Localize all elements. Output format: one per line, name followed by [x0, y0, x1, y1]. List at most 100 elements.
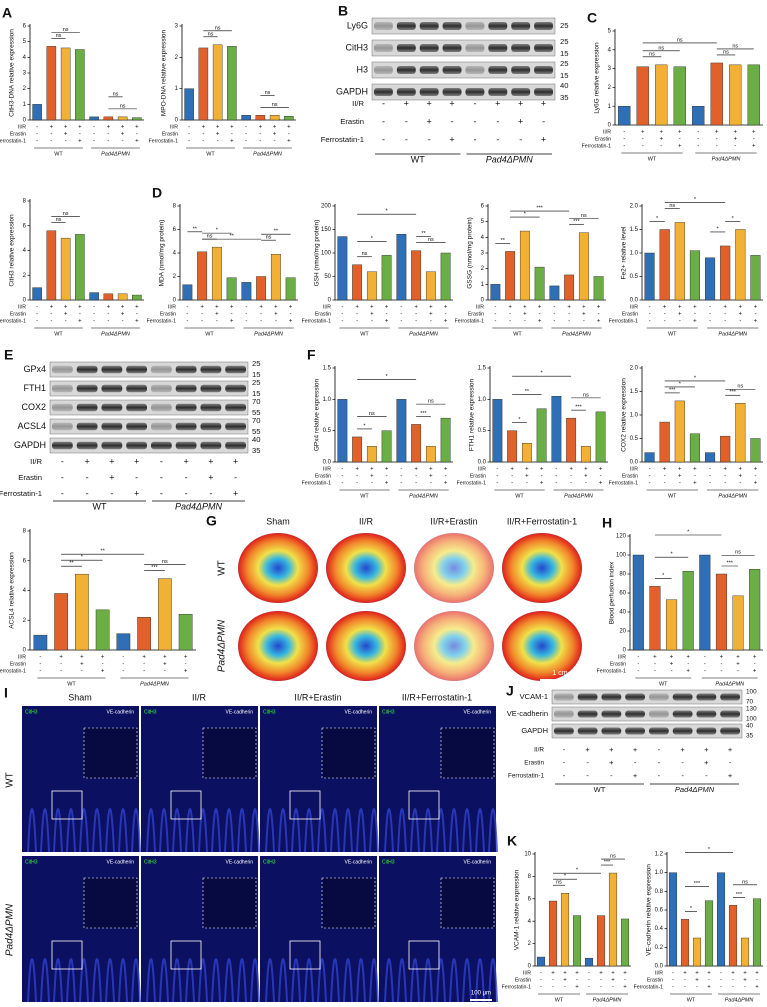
- condition-sign: -: [637, 669, 639, 675]
- blot-band: [672, 693, 693, 701]
- villus: [475, 808, 485, 853]
- condition-sign: -: [415, 319, 417, 325]
- blot-background: [371, 83, 556, 101]
- blot-band: [419, 66, 439, 74]
- group-label: Pad4ΔPMN: [562, 331, 591, 337]
- channel-label: CitH3: [263, 709, 276, 715]
- y-tick-label: 0.5: [478, 428, 487, 434]
- marker-label: 15: [252, 389, 261, 398]
- condition-sign: -: [684, 978, 686, 984]
- condition-sign: +: [753, 669, 757, 675]
- bar: [337, 236, 348, 301]
- significance-label: *: [371, 236, 374, 242]
- bar: [33, 634, 48, 651]
- condition-sign: -: [245, 305, 247, 311]
- condition-sign: -: [107, 132, 109, 138]
- perfusion-tissue: [238, 533, 318, 603]
- bar: [337, 399, 348, 463]
- y-tick-label: 8: [528, 874, 532, 880]
- channel-label: VE-cadherin: [344, 709, 372, 715]
- condition-sign: -: [570, 474, 572, 480]
- condition-sign: -: [259, 139, 261, 145]
- condition-sign: -: [598, 312, 600, 318]
- condition-sign: -: [496, 481, 498, 487]
- condition-sign: -: [586, 771, 589, 780]
- panel-label: B: [338, 3, 348, 19]
- condition-sign: -: [697, 144, 699, 150]
- condition-sign: +: [449, 98, 454, 108]
- significance-label: *: [662, 573, 665, 579]
- group-label: WT: [360, 331, 369, 337]
- group-label: Pad4ΔPMN: [593, 997, 622, 1003]
- condition-label: Ferrostatin-1: [634, 984, 664, 990]
- y-tick-label: 4: [608, 47, 612, 53]
- villus: [304, 958, 314, 1003]
- bar: [212, 44, 223, 121]
- bar: [655, 64, 668, 126]
- condition-sign: -: [637, 655, 639, 661]
- condition-sign: +: [739, 467, 743, 473]
- condition-sign: -: [202, 132, 204, 138]
- condition-sign: +: [599, 467, 603, 473]
- bar: [505, 251, 516, 301]
- condition-sign: +: [444, 305, 448, 311]
- marker-label: 35: [746, 733, 754, 740]
- condition-sign: +: [78, 305, 82, 311]
- marker-label: 25: [252, 359, 261, 368]
- condition-sign: +: [385, 305, 389, 311]
- bar: [752, 898, 762, 967]
- column-label: Sham: [266, 516, 290, 526]
- blot-band: [101, 441, 123, 450]
- condition-sign: +: [683, 971, 687, 977]
- condition-sign: -: [552, 978, 554, 984]
- condition-sign: +: [121, 312, 125, 318]
- condition-sign: -: [86, 472, 89, 482]
- condition-sign: -: [658, 758, 661, 767]
- villus: [66, 808, 76, 853]
- bar: [636, 66, 649, 126]
- villus: [343, 958, 353, 1003]
- bar: [396, 399, 407, 463]
- channel-label: CitH3: [382, 709, 395, 715]
- bar: [197, 251, 208, 301]
- condition-sign: +: [754, 467, 758, 473]
- condition-sign: +: [427, 98, 432, 108]
- condition-sign: +: [385, 481, 389, 487]
- condition-sign: -: [36, 125, 38, 131]
- protein-label: VCAM-1: [520, 692, 548, 701]
- condition-sign: -: [415, 474, 417, 480]
- significance-label: *: [518, 417, 521, 423]
- significance-label: **: [100, 549, 105, 555]
- blot-band: [554, 693, 574, 701]
- condition-sign: -: [65, 139, 67, 145]
- condition-sign: -: [681, 758, 684, 767]
- panel-label: K: [507, 833, 517, 849]
- condition-sign: +: [678, 130, 682, 136]
- condition-sign: -: [552, 985, 554, 991]
- y-tick-label: 0.0: [630, 298, 639, 304]
- condition-sign: +: [385, 319, 389, 325]
- condition-sign: +: [733, 130, 737, 136]
- blot-band: [577, 693, 598, 701]
- condition-sign: -: [679, 319, 681, 325]
- condition-sign: +: [563, 978, 567, 984]
- bar: [425, 271, 436, 301]
- bar: [705, 452, 716, 463]
- y-tick-label: 6: [23, 223, 27, 229]
- condition-sign: +: [733, 137, 737, 143]
- condition-sign: -: [709, 481, 711, 487]
- villus: [224, 958, 234, 1003]
- condition-sign: -: [50, 319, 52, 325]
- blot-band: [511, 22, 531, 30]
- blot-band: [200, 365, 222, 374]
- channel-label: CitH3: [144, 709, 157, 715]
- blot-band: [101, 365, 123, 374]
- panel-label: E: [4, 347, 13, 363]
- bar: [75, 234, 85, 301]
- condition-sign: +: [274, 312, 278, 318]
- condition-sign: +: [663, 305, 667, 311]
- significance-label: *: [386, 209, 389, 215]
- perfusion-tissue: [414, 533, 494, 603]
- marker-label: 40: [252, 435, 261, 444]
- y-tick-label: 6: [23, 24, 27, 30]
